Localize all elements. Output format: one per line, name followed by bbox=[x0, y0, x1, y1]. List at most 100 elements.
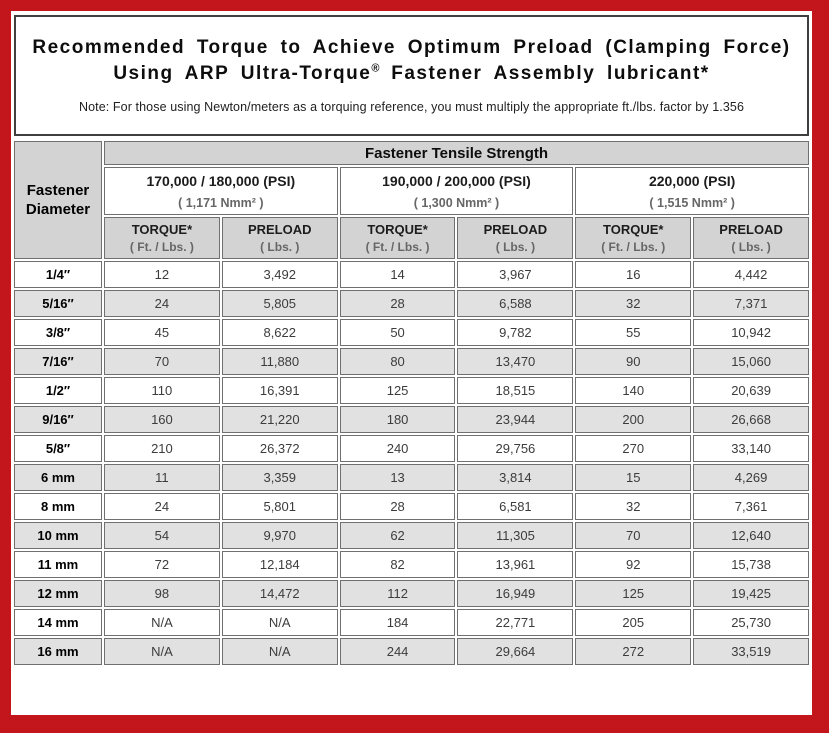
preload-value-cell: 7,361 bbox=[693, 493, 809, 520]
torque-value-cell: 272 bbox=[575, 638, 692, 665]
table-row: 5/8″ 210 26,372 240 29,756 270 33,140 bbox=[14, 435, 809, 462]
fastener-diameter-cell: 11 mm bbox=[14, 551, 102, 578]
torque-value-cell: 70 bbox=[575, 522, 692, 549]
title-line2-text: Using ARP Ultra-Torque bbox=[113, 62, 372, 84]
torque-value-cell: 12 bbox=[104, 261, 220, 288]
preload-value-cell: 12,640 bbox=[693, 522, 809, 549]
preload-value-cell: N/A bbox=[221, 609, 338, 636]
torque-value-cell: 24 bbox=[104, 290, 220, 317]
torque-value-cell: 16 bbox=[575, 261, 692, 288]
fastener-diameter-cell: 9/16″ bbox=[14, 406, 102, 433]
torque-value-cell: 11 bbox=[104, 464, 220, 491]
preload-value-cell: 26,372 bbox=[221, 435, 338, 462]
torque-units: ( Ft. / Lbs. ) bbox=[365, 240, 430, 254]
torque-value-cell: 184 bbox=[339, 609, 456, 636]
table-row: 9/16″ 160 21,220 180 23,944 200 26,668 bbox=[14, 406, 809, 433]
torque-value-cell: 98 bbox=[104, 580, 220, 607]
fastener-diameter-cell: 5/16″ bbox=[14, 290, 102, 317]
fastener-diameter-cell: 1/2″ bbox=[14, 377, 102, 404]
content-panel: Recommended Torque to Achieve Optimum Pr… bbox=[11, 11, 812, 715]
torque-value-cell: 55 bbox=[575, 319, 692, 346]
preload-value-cell: 6,588 bbox=[457, 290, 574, 317]
torque-value-cell: 205 bbox=[575, 609, 692, 636]
preload-value-cell: 21,220 bbox=[221, 406, 338, 433]
fastener-diameter-cell: 10 mm bbox=[14, 522, 102, 549]
preload-column-header: PRELOAD ( Lbs. ) bbox=[693, 217, 809, 259]
table-row: 3/8″ 45 8,622 50 9,782 55 10,942 bbox=[14, 319, 809, 346]
torque-value-cell: 14 bbox=[339, 261, 456, 288]
preload-value-cell: 16,391 bbox=[221, 377, 338, 404]
fastener-diameter-cell: 16 mm bbox=[14, 638, 102, 665]
preload-value-cell: 7,371 bbox=[693, 290, 809, 317]
table-row: 7/16″ 70 11,880 80 13,470 90 15,060 bbox=[14, 348, 809, 375]
preload-column-header: PRELOAD ( Lbs. ) bbox=[457, 217, 574, 259]
preload-value-cell: 13,470 bbox=[457, 348, 574, 375]
preload-value-cell: 4,269 bbox=[693, 464, 809, 491]
preload-value-cell: 3,492 bbox=[221, 261, 338, 288]
torque-value-cell: 92 bbox=[575, 551, 692, 578]
registered-trademark-symbol: ® bbox=[371, 62, 380, 75]
preload-value-cell: 11,305 bbox=[457, 522, 574, 549]
table-row: 6 mm 11 3,359 13 3,814 15 4,269 bbox=[14, 464, 809, 491]
torque-preload-table: Fastener Diameter Fastener Tensile Stren… bbox=[12, 139, 811, 667]
torque-value-cell: 70 bbox=[104, 348, 220, 375]
preload-value-cell: 9,970 bbox=[221, 522, 338, 549]
torque-value-cell: 62 bbox=[339, 522, 456, 549]
title-box: Recommended Torque to Achieve Optimum Pr… bbox=[14, 15, 809, 136]
fastener-diameter-cell: 8 mm bbox=[14, 493, 102, 520]
preload-value-cell: 18,515 bbox=[457, 377, 574, 404]
preload-units: ( Lbs. ) bbox=[260, 240, 300, 254]
preload-value-cell: 11,880 bbox=[221, 348, 338, 375]
table-header: Fastener Diameter Fastener Tensile Stren… bbox=[14, 141, 809, 259]
fastener-diameter-cell: 12 mm bbox=[14, 580, 102, 607]
torque-label: TORQUE* bbox=[367, 222, 428, 237]
fastener-diameter-header: Fastener Diameter bbox=[14, 141, 102, 259]
torque-value-cell: 80 bbox=[339, 348, 456, 375]
table-row: 1/4″ 12 3,492 14 3,967 16 4,442 bbox=[14, 261, 809, 288]
preload-value-cell: 19,425 bbox=[693, 580, 809, 607]
psi-group-190-200: 190,000 / 200,000 (PSI) ( 1,300 Nmm² ) bbox=[339, 167, 574, 215]
preload-units: ( Lbs. ) bbox=[731, 240, 771, 254]
torque-value-cell: 82 bbox=[339, 551, 456, 578]
preload-value-cell: 3,967 bbox=[457, 261, 574, 288]
torque-label: TORQUE* bbox=[131, 222, 193, 237]
table-row: 1/2″ 110 16,391 125 18,515 140 20,639 bbox=[14, 377, 809, 404]
preload-value-cell: N/A bbox=[221, 638, 338, 665]
table-row: 12 mm 98 14,472 112 16,949 125 19,425 bbox=[14, 580, 809, 607]
torque-value-cell: 28 bbox=[339, 493, 456, 520]
preload-value-cell: 29,756 bbox=[457, 435, 574, 462]
preload-value-cell: 23,944 bbox=[457, 406, 574, 433]
fastener-diameter-cell: 5/8″ bbox=[14, 435, 102, 462]
fastener-diameter-cell: 3/8″ bbox=[14, 319, 102, 346]
torque-value-cell: 270 bbox=[575, 435, 692, 462]
psi-label: 170,000 / 180,000 (PSI) bbox=[146, 172, 296, 189]
preload-label: PRELOAD bbox=[247, 222, 312, 237]
torque-value-cell: N/A bbox=[104, 638, 220, 665]
preload-value-cell: 5,801 bbox=[221, 493, 338, 520]
preload-units: ( Lbs. ) bbox=[495, 240, 536, 254]
torque-value-cell: 160 bbox=[104, 406, 220, 433]
torque-value-cell: 244 bbox=[339, 638, 456, 665]
psi-label: 190,000 / 200,000 (PSI) bbox=[382, 172, 531, 189]
preload-value-cell: 3,814 bbox=[457, 464, 574, 491]
psi-header-row: 170,000 / 180,000 (PSI) ( 1,171 Nmm² ) 1… bbox=[14, 167, 809, 215]
torque-column-header: TORQUE* ( Ft. / Lbs. ) bbox=[104, 217, 220, 259]
preload-value-cell: 33,519 bbox=[693, 638, 809, 665]
torque-value-cell: 24 bbox=[104, 493, 220, 520]
preload-value-cell: 14,472 bbox=[221, 580, 338, 607]
psi-group-220: 220,000 (PSI) ( 1,515 Nmm² ) bbox=[575, 167, 809, 215]
psi-label: 220,000 (PSI) bbox=[648, 172, 736, 189]
preload-value-cell: 6,581 bbox=[457, 493, 574, 520]
column-header-row: TORQUE* ( Ft. / Lbs. ) PRELOAD ( Lbs. ) … bbox=[14, 217, 809, 259]
torque-value-cell: 240 bbox=[339, 435, 456, 462]
torque-value-cell: 90 bbox=[575, 348, 692, 375]
nmm-label: ( 1,171 Nmm² ) bbox=[178, 195, 264, 210]
torque-value-cell: 110 bbox=[104, 377, 220, 404]
table-body: 1/4″ 12 3,492 14 3,967 16 4,442 5/16″ 24 5,805 28 6… bbox=[14, 261, 809, 665]
fastener-diameter-cell: 1/4″ bbox=[14, 261, 102, 288]
preload-value-cell: 12,184 bbox=[221, 551, 338, 578]
torque-value-cell: 125 bbox=[339, 377, 456, 404]
preload-column-header: PRELOAD ( Lbs. ) bbox=[221, 217, 338, 259]
torque-value-cell: 210 bbox=[104, 435, 220, 462]
